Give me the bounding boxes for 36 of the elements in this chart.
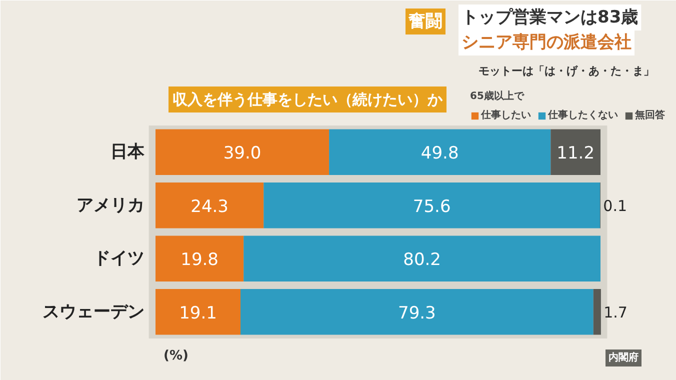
text: 奮闘 xyxy=(408,12,442,32)
bar xyxy=(156,129,330,176)
bar xyxy=(156,236,244,282)
data-label: 80.2 xyxy=(403,250,441,270)
data-label: 11.2 xyxy=(556,144,595,164)
data-label: 1.7 xyxy=(604,303,628,322)
bar xyxy=(329,129,551,176)
data-label: 49.8 xyxy=(420,144,459,164)
text: モットーは「は・げ・あ・た・ま」 xyxy=(478,64,654,78)
text: 内閣府 xyxy=(608,352,638,364)
data-label: 75.6 xyxy=(412,196,451,217)
bar xyxy=(156,288,240,335)
bar xyxy=(550,129,600,176)
data-label: 24.3 xyxy=(190,196,228,217)
y-tick-label: アメリカ xyxy=(76,195,144,216)
y-tick-label: ドイツ xyxy=(93,248,144,269)
text: シニア専門の派遣会社 xyxy=(462,32,632,52)
bar xyxy=(264,182,600,228)
bar xyxy=(244,236,600,282)
chart-title: 収入を伴う仕事をしたい（続けたい）か xyxy=(172,90,444,108)
bar xyxy=(240,288,594,335)
data-label: 19.8 xyxy=(180,250,218,270)
data-label: 39.0 xyxy=(223,144,262,164)
data-label: 19.1 xyxy=(179,303,217,324)
data-label: 0.1 xyxy=(603,196,628,215)
text: (%) xyxy=(164,348,188,364)
legend-title: 65歳以上で xyxy=(470,90,526,103)
bar xyxy=(156,182,264,228)
legend-label: 仕事したくない xyxy=(548,108,618,122)
y-tick-label: 日本 xyxy=(110,142,146,162)
bar xyxy=(593,288,601,335)
text: トップ営業マンは83歳 xyxy=(462,8,638,28)
legend-label: 仕事したい xyxy=(481,108,531,122)
data-label: 79.3 xyxy=(398,303,436,324)
y-tick-label: スウェーデン xyxy=(42,302,144,322)
legend-label: 無回答 xyxy=(635,108,665,122)
